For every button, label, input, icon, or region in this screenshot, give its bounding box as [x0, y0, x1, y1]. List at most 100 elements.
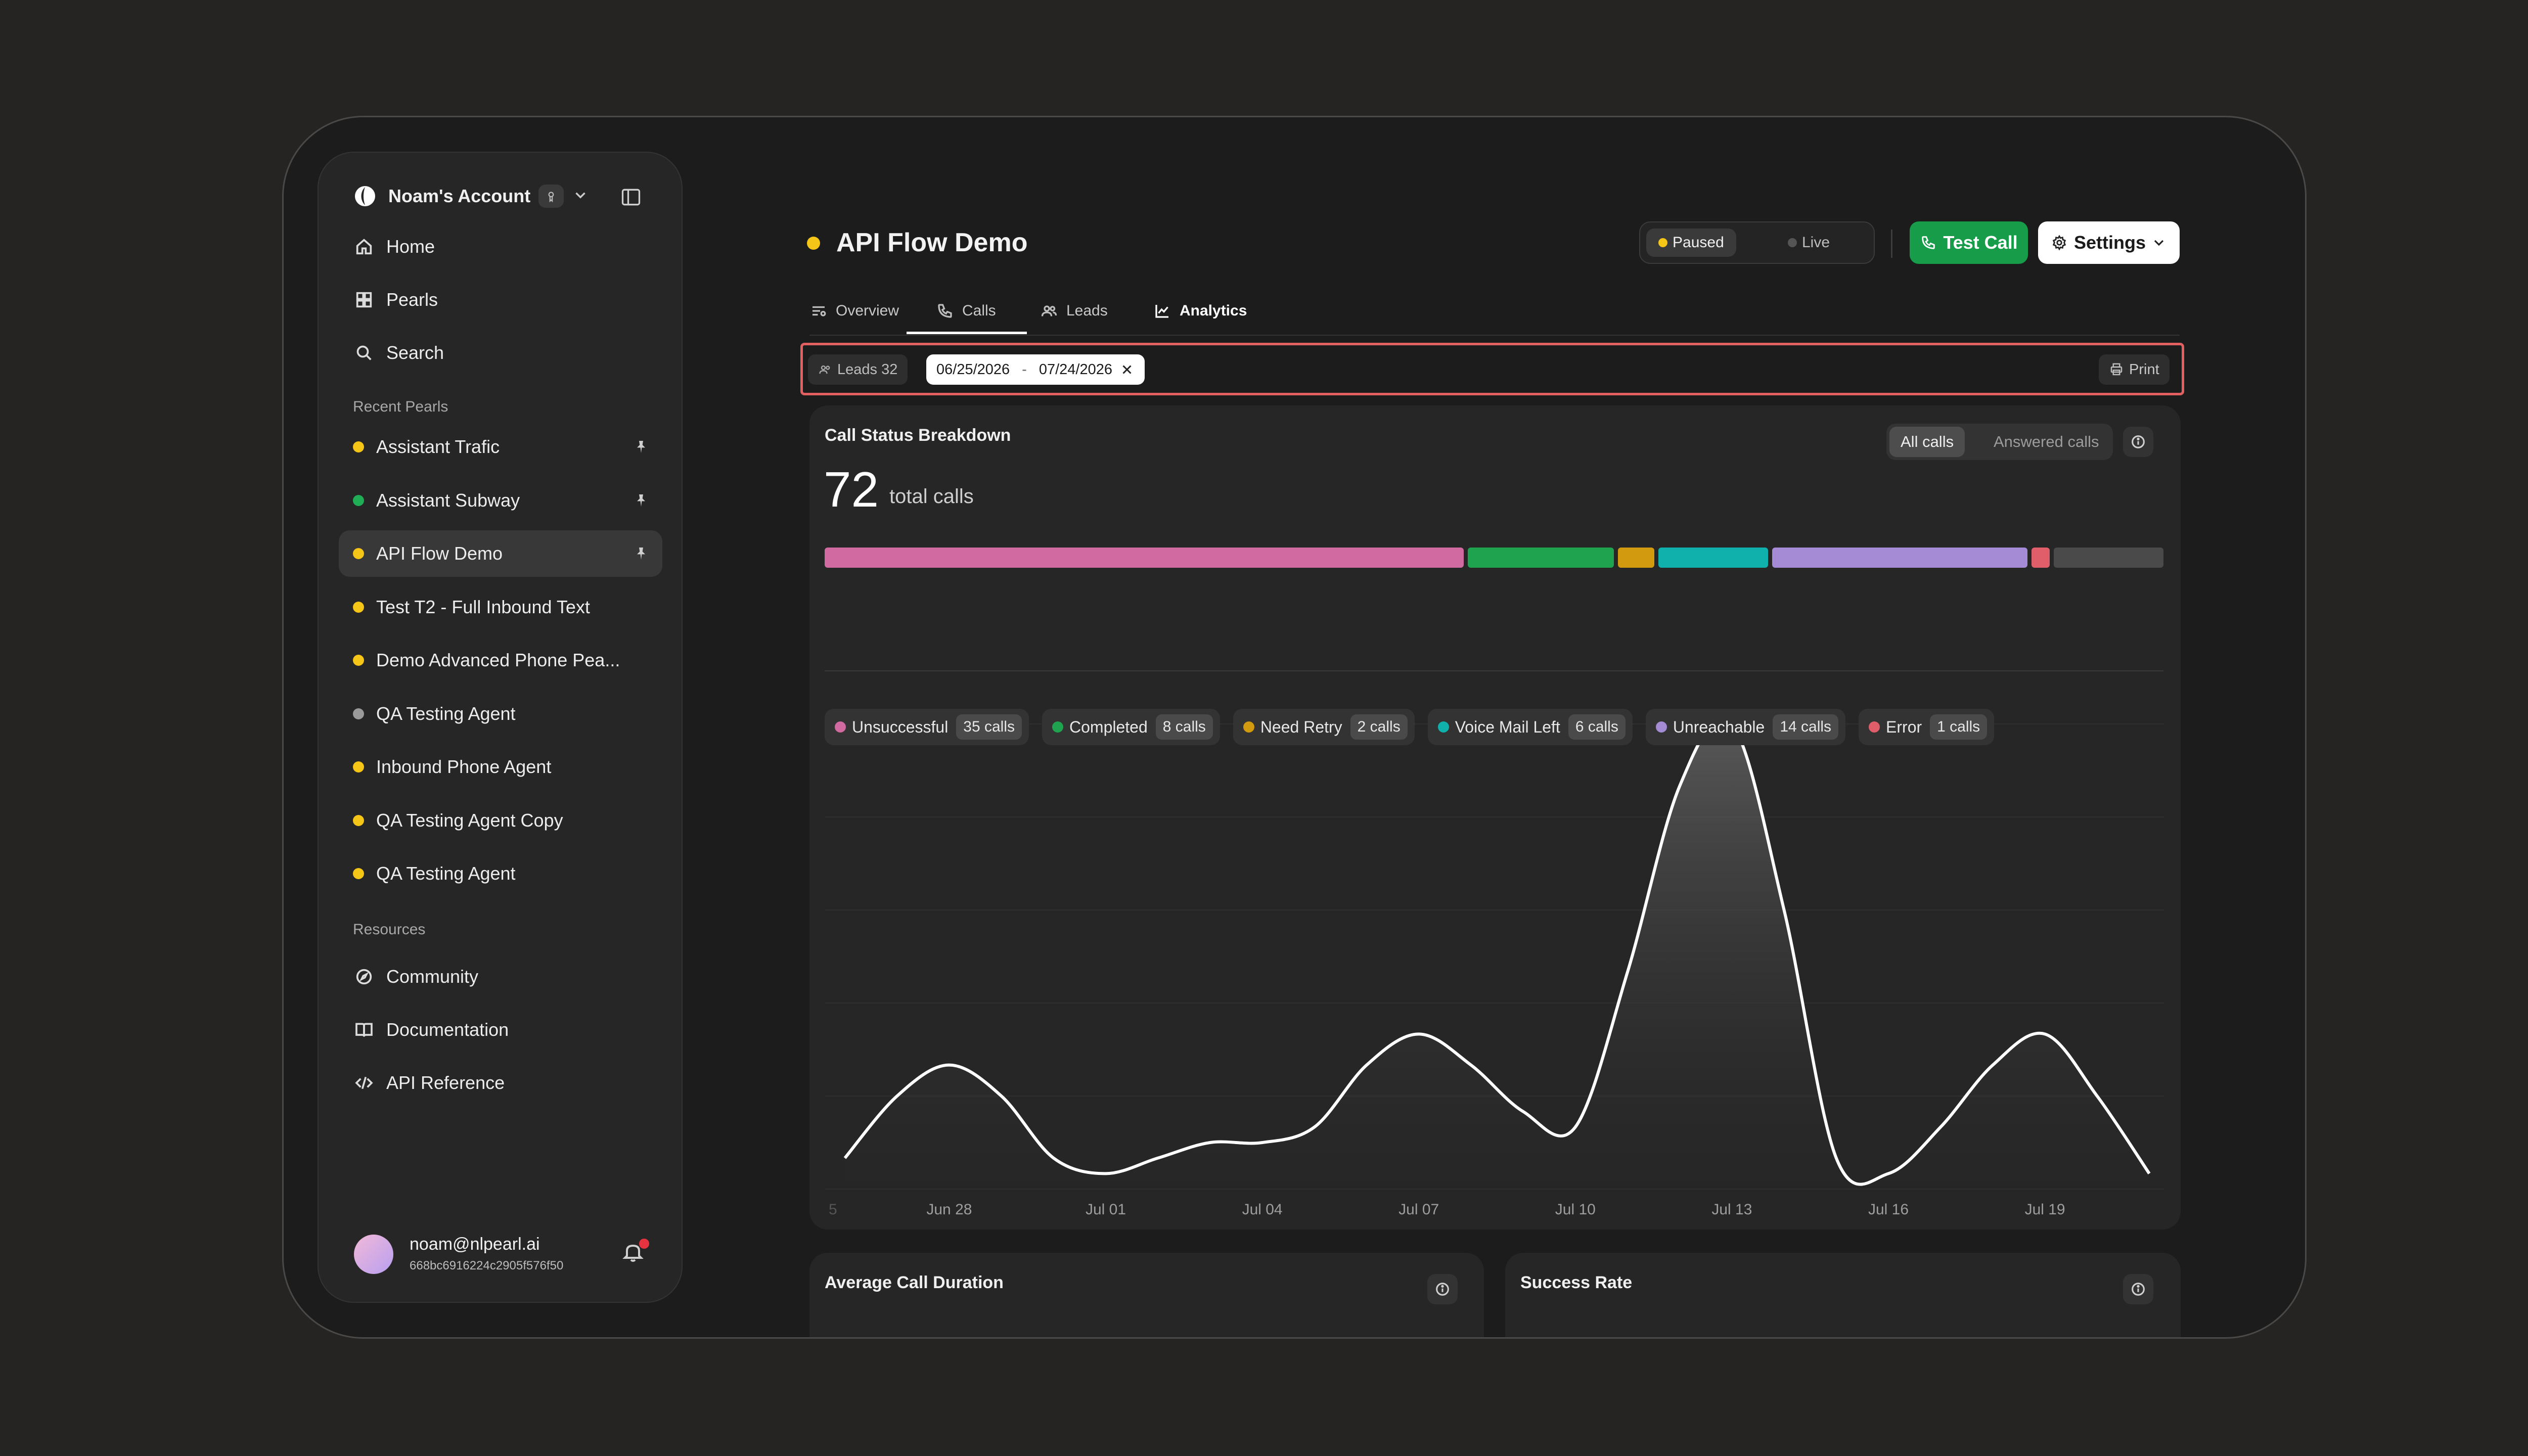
- date-range-chip[interactable]: 06/25/2026 - 07/24/2026: [926, 354, 1145, 385]
- logo-icon: [353, 184, 377, 208]
- legend-item[interactable]: Voice Mail Left 6 calls: [1427, 709, 1633, 745]
- settings-button[interactable]: Settings: [2038, 221, 2180, 264]
- recent-pearl-item[interactable]: QA Testing Agent Copy: [339, 797, 662, 844]
- recent-pearl-item[interactable]: API Flow Demo: [339, 530, 662, 577]
- sidebar-toggle-icon[interactable]: [620, 186, 642, 211]
- recent-pearl-label: API Flow Demo: [376, 543, 503, 564]
- nav-pearls[interactable]: Pearls: [339, 277, 662, 323]
- status-dot: [353, 548, 364, 559]
- tab-analytics[interactable]: Analytics: [1153, 289, 1247, 333]
- users-icon: [818, 362, 832, 377]
- notification-dot: [639, 1239, 649, 1249]
- recent-pearl-item[interactable]: QA Testing Agent: [339, 850, 662, 897]
- status-live-button[interactable]: Live: [1776, 229, 1842, 257]
- status-dot: [353, 441, 364, 452]
- recent-pearl-item[interactable]: Demo Advanced Phone Pea...: [339, 637, 662, 684]
- recent-pearl-label: Test T2 - Full Inbound Text: [376, 596, 590, 617]
- legend-item[interactable]: Completed 8 calls: [1042, 709, 1220, 745]
- success-rate-title: Success Rate: [1520, 1273, 1633, 1292]
- avg-duration-info-button[interactable]: [1427, 1274, 1458, 1304]
- account-name: Noam's Account: [388, 186, 531, 206]
- legend-item[interactable]: Unreachable 14 calls: [1645, 709, 1846, 745]
- nav-home-label: Home: [386, 236, 435, 257]
- status-toggle: Paused Live: [1639, 221, 1875, 264]
- recent-pearls-heading: Recent Pearls: [353, 398, 448, 415]
- leads-filter-chip[interactable]: Leads 32: [808, 354, 908, 385]
- settings-label: Settings: [2073, 232, 2146, 253]
- pin-icon[interactable]: [633, 439, 649, 455]
- recent-pearl-label: Inbound Phone Agent: [376, 756, 552, 777]
- info-button[interactable]: [2123, 427, 2153, 457]
- avg-duration-card: [809, 1253, 1484, 1337]
- nav-home[interactable]: Home: [339, 223, 662, 270]
- status-paused-label: Paused: [1673, 234, 1724, 251]
- legend-label: Unreachable: [1673, 717, 1765, 736]
- legend-dot: [1437, 721, 1449, 733]
- nav-documentation[interactable]: Documentation: [339, 1007, 662, 1053]
- status-dot: [353, 761, 364, 772]
- account-switcher[interactable]: Noam's Account: [339, 173, 662, 219]
- legend-dot: [1869, 721, 1880, 733]
- book-icon: [353, 1019, 375, 1041]
- nav-documentation-label: Documentation: [386, 1019, 509, 1040]
- legend-dot: [1243, 721, 1254, 733]
- recent-pearl-item[interactable]: Assistant Trafic: [339, 424, 662, 470]
- nav-community[interactable]: Community: [339, 953, 662, 1000]
- legend-item[interactable]: Error 1 calls: [1859, 709, 1995, 745]
- user-profile[interactable]: noam@nlpearl.ai 668bc6916224c2905f576f50: [354, 1230, 657, 1280]
- tab-overview[interactable]: Overview: [809, 289, 899, 333]
- info-icon: [1436, 1283, 1449, 1296]
- recent-pearl-item[interactable]: Test T2 - Full Inbound Text: [339, 584, 662, 630]
- paused-dot: [1658, 238, 1667, 247]
- status-live-label: Live: [1802, 234, 1830, 251]
- legend-count: 35 calls: [956, 714, 1022, 740]
- legend-label: Voice Mail Left: [1455, 717, 1560, 736]
- recent-pearl-item[interactable]: Inbound Phone Agent: [339, 744, 662, 790]
- resources-heading: Resources: [353, 921, 426, 938]
- nav-api-reference[interactable]: API Reference: [339, 1060, 662, 1106]
- print-button[interactable]: Print: [2099, 354, 2170, 385]
- success-rate-info-button[interactable]: [2123, 1274, 2153, 1304]
- tab-leads[interactable]: Leads: [1040, 289, 1108, 333]
- status-bar-segment: [2032, 548, 2050, 568]
- recent-pearl-item[interactable]: Assistant Subway: [339, 477, 662, 524]
- recent-pearl-label: QA Testing Agent Copy: [376, 809, 563, 831]
- phone-icon: [1920, 234, 1937, 251]
- answered-calls-toggle[interactable]: Answered calls: [1994, 433, 2099, 450]
- avg-duration-title: Average Call Duration: [825, 1273, 1004, 1292]
- pin-icon[interactable]: [633, 545, 649, 562]
- legend-item[interactable]: Unsuccessful 35 calls: [825, 709, 1029, 745]
- x-tick-label: Jun 28: [926, 1201, 972, 1218]
- chevron-down-icon[interactable]: [572, 187, 589, 206]
- user-email: noam@nlpearl.ai: [410, 1235, 540, 1254]
- pin-icon[interactable]: [633, 492, 649, 509]
- date-from: 06/25/2026: [936, 361, 1010, 378]
- test-call-button[interactable]: Test Call: [1910, 221, 2028, 264]
- tab-calls[interactable]: Calls: [936, 289, 996, 333]
- status-dot: [353, 814, 364, 826]
- status-dot: [353, 708, 364, 719]
- phone-icon: [938, 304, 952, 318]
- status-bar-segment: [1467, 548, 1614, 568]
- recent-pearl-item[interactable]: QA Testing Agent: [339, 691, 662, 737]
- chart-icon: [1155, 305, 1168, 318]
- printer-icon: [2109, 362, 2124, 377]
- recent-pearl-label: Demo Advanced Phone Pea...: [376, 650, 620, 670]
- status-paused-button[interactable]: Paused: [1646, 229, 1736, 257]
- x-tick-label: Jul 01: [1086, 1201, 1126, 1218]
- all-calls-toggle[interactable]: All calls: [1889, 427, 1965, 457]
- x-tick-label: Jul 10: [1555, 1201, 1596, 1218]
- list-icon: [812, 306, 826, 316]
- x-tick-label: Jul 04: [1242, 1201, 1283, 1218]
- status-bar-segment: [1617, 548, 1654, 568]
- users-icon: [1041, 305, 1057, 316]
- recent-pearl-label: Assistant Subway: [376, 489, 520, 511]
- close-icon[interactable]: [1119, 362, 1135, 377]
- legend-label: Error: [1886, 717, 1922, 736]
- leads-filter-label: Leads 32: [837, 361, 898, 378]
- bell-icon[interactable]: [621, 1240, 645, 1266]
- legend-item[interactable]: Need Retry 2 calls: [1233, 709, 1415, 745]
- legend-count: 6 calls: [1568, 714, 1626, 740]
- nav-search[interactable]: Search: [339, 330, 662, 376]
- status-bar-segment: [825, 548, 1464, 568]
